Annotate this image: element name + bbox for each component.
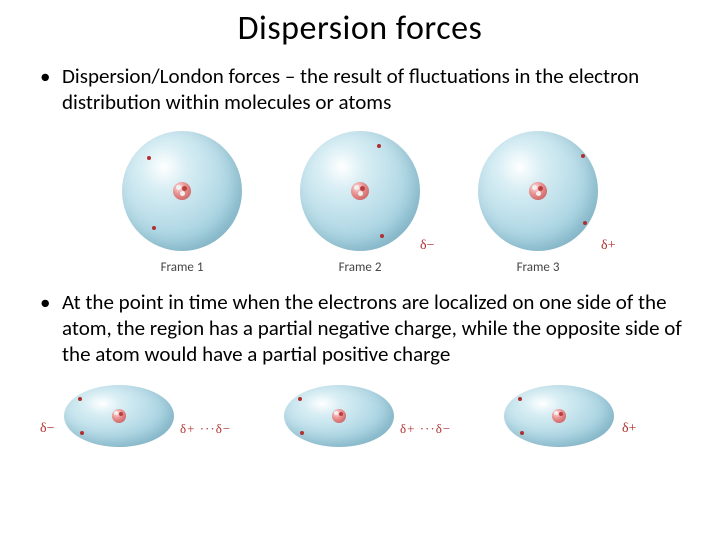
delta-minus-label: δ− <box>420 238 435 254</box>
delta-plus-minus-label: δ+ ···δ− <box>400 421 451 437</box>
frame-label-1: Frame 1 <box>161 260 204 275</box>
bullet-2: At the point in time when the electrons … <box>40 289 690 368</box>
atom-stage-3: δ+ <box>463 126 613 256</box>
electron-icon <box>380 234 384 238</box>
delta-plus-minus-label: δ+ ···δ− <box>180 421 231 437</box>
atom-frame-3: δ+ Frame 3 <box>463 126 613 275</box>
electron-icon <box>152 226 156 230</box>
nucleus-icon <box>173 182 191 200</box>
atom-frame-2: δ− Frame 2 <box>285 126 435 275</box>
frame-label-2: Frame 2 <box>339 260 382 275</box>
oval-atom-2: δ+ ···δ− <box>250 377 470 457</box>
oval-atom-3: δ+ <box>470 377 690 457</box>
figure-row-2: δ− δ+ ···δ− δ+ ···δ− <box>30 377 690 457</box>
electron-icon <box>147 156 151 160</box>
oval-atom-1: δ− δ+ ···δ− <box>30 377 250 457</box>
atom-stage-1 <box>107 126 257 256</box>
electron-icon <box>377 144 381 148</box>
nucleus-icon <box>351 182 369 200</box>
nucleus-icon <box>529 182 547 200</box>
delta-minus-label: δ− <box>40 421 55 437</box>
delta-plus-label: δ+ <box>601 238 616 254</box>
page-title: Dispersion forces <box>30 8 690 49</box>
electron-icon <box>583 221 587 225</box>
delta-plus-label: δ+ <box>622 421 637 437</box>
figure-row-1: Frame 1 δ− Frame 2 <box>30 126 690 275</box>
atom-frame-1: Frame 1 <box>107 126 257 275</box>
atom-stage-2: δ− <box>285 126 435 256</box>
frame-label-3: Frame 3 <box>517 260 560 275</box>
slide: Dispersion forces Dispersion/London forc… <box>0 0 720 540</box>
bullet-1: Dispersion/London forces – the result of… <box>40 63 690 116</box>
electron-icon <box>581 154 585 158</box>
